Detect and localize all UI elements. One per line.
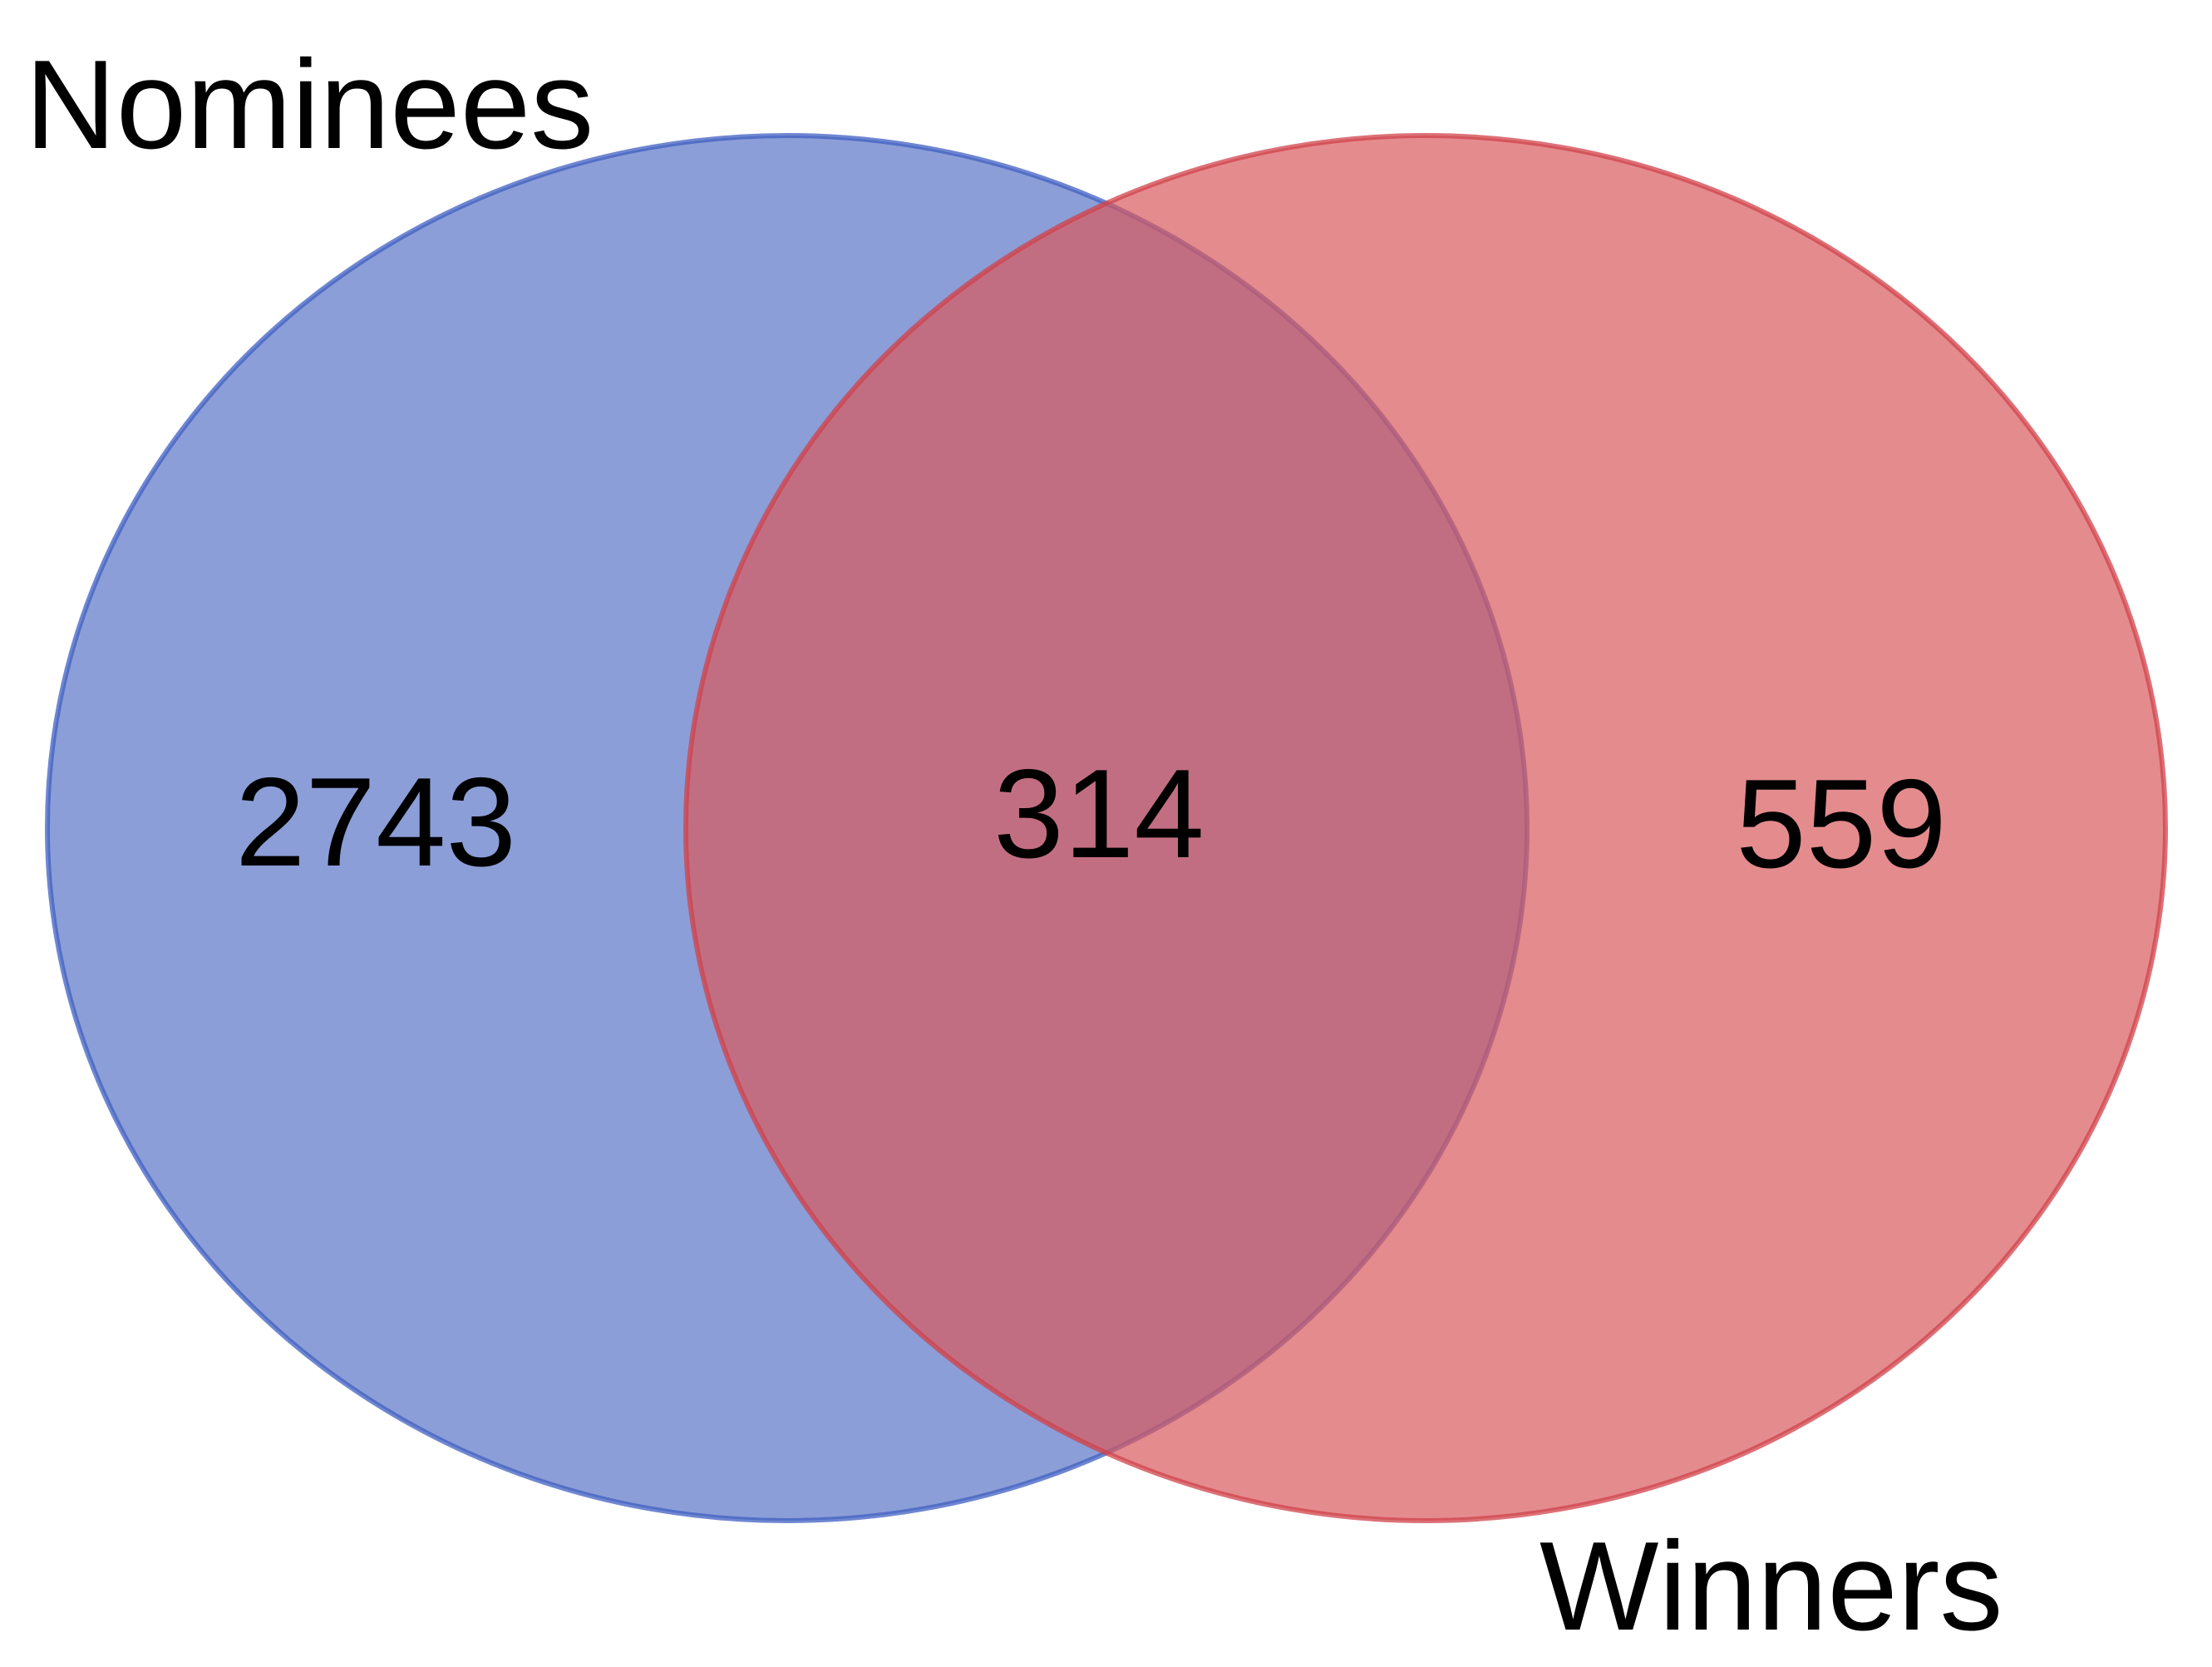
- winners-label: Winners: [1540, 1516, 2003, 1657]
- winners-circle: [683, 133, 2168, 1523]
- winners-only-count: 559: [1736, 753, 1947, 895]
- intersection-count: 314: [993, 743, 1205, 885]
- nominees-only-count: 2743: [235, 752, 516, 893]
- nominees-label: Nominees: [25, 34, 594, 175]
